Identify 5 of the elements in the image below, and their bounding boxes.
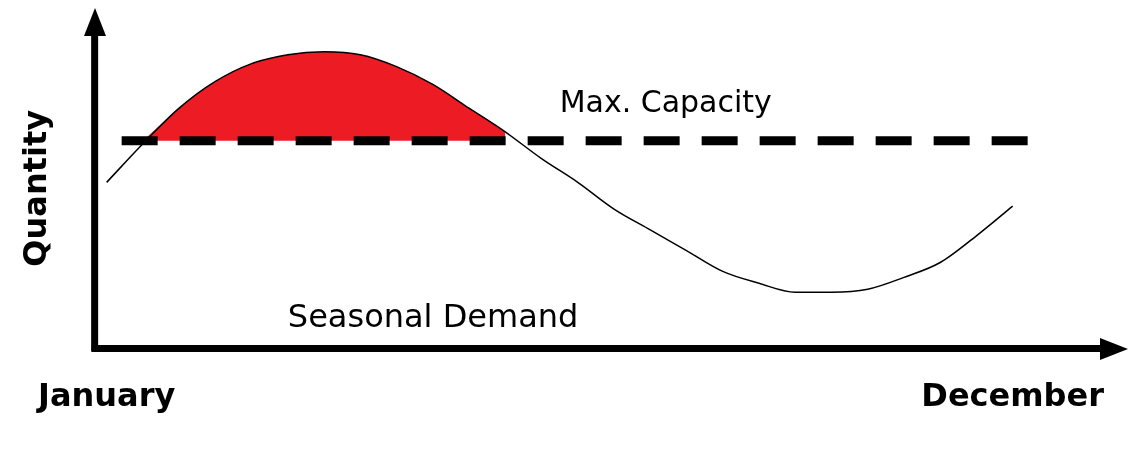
- ref-line-label: Max. Capacity: [559, 83, 772, 119]
- x-tick-label: December: [921, 376, 1105, 415]
- y-axis-title: Quantity: [16, 109, 55, 267]
- text: Seasonal Demand: [287, 296, 579, 335]
- x-tick-label: January: [36, 376, 176, 415]
